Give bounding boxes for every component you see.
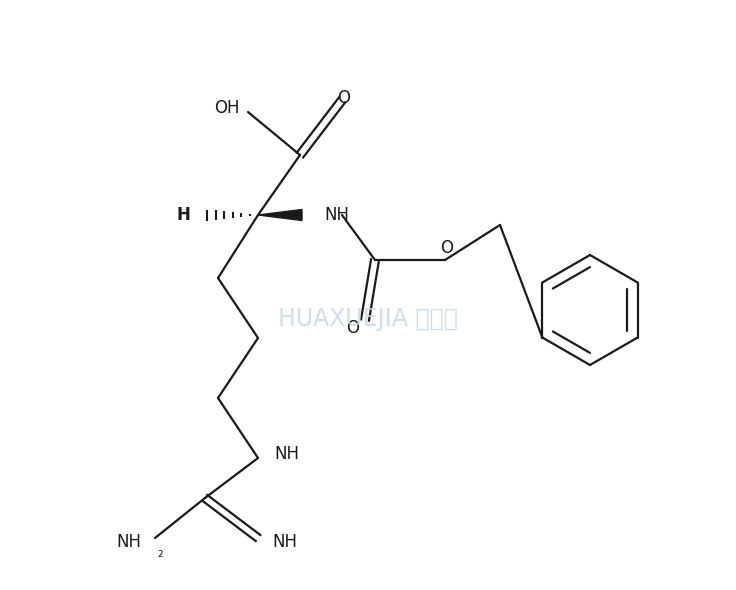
Text: NH: NH: [116, 533, 141, 551]
Text: NH: NH: [274, 445, 299, 463]
Text: HUAXUEJIA 化学加: HUAXUEJIA 化学加: [278, 307, 458, 330]
Text: NH: NH: [272, 533, 297, 551]
Text: NH: NH: [324, 206, 349, 224]
Text: OH: OH: [214, 99, 240, 117]
Text: H: H: [176, 206, 190, 224]
Polygon shape: [258, 209, 302, 221]
Text: O: O: [338, 89, 350, 107]
Text: O: O: [347, 319, 359, 337]
Text: O: O: [441, 239, 453, 257]
Text: ₂: ₂: [157, 546, 163, 560]
